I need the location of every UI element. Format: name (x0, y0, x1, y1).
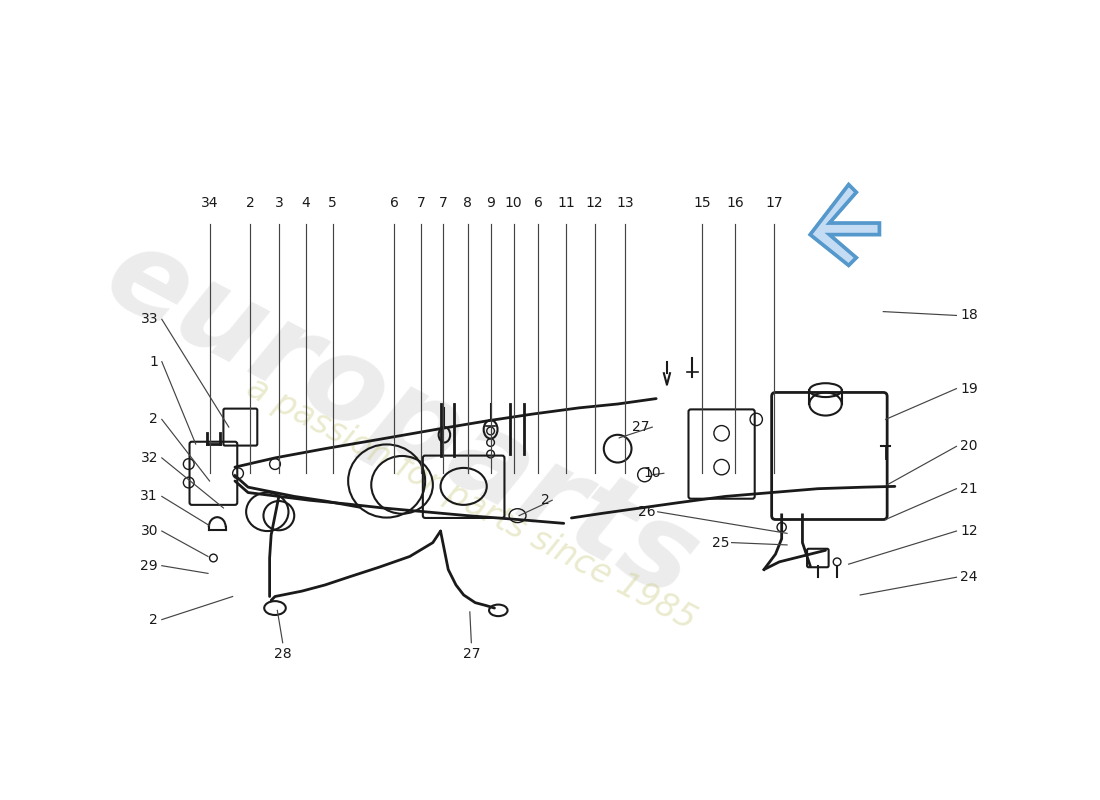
Text: 6: 6 (389, 196, 399, 210)
Text: 1: 1 (150, 354, 158, 369)
Text: 7: 7 (439, 196, 448, 210)
Text: 13: 13 (616, 196, 635, 210)
Text: 17: 17 (766, 196, 783, 210)
Text: 18: 18 (960, 309, 978, 322)
Text: 29: 29 (141, 558, 158, 573)
Text: 12: 12 (960, 524, 978, 538)
Text: 34: 34 (201, 196, 218, 210)
Text: 24: 24 (960, 570, 978, 584)
Text: 7: 7 (417, 196, 426, 210)
Text: 19: 19 (960, 382, 978, 396)
Text: 15: 15 (693, 196, 712, 210)
Text: 8: 8 (463, 196, 472, 210)
Text: 6: 6 (534, 196, 542, 210)
Text: 30: 30 (141, 524, 158, 538)
Text: 10: 10 (644, 466, 661, 480)
Text: 3: 3 (275, 196, 283, 210)
Text: 4: 4 (301, 196, 310, 210)
Text: 27: 27 (463, 646, 480, 661)
Text: 2: 2 (541, 494, 550, 507)
Text: 31: 31 (141, 490, 158, 503)
Text: a passion for parts since 1985: a passion for parts since 1985 (241, 371, 702, 637)
Text: 25: 25 (712, 536, 729, 550)
Text: 10: 10 (505, 196, 522, 210)
Text: 21: 21 (960, 482, 978, 496)
Polygon shape (810, 185, 880, 266)
Text: 27: 27 (632, 420, 650, 434)
Text: 12: 12 (585, 196, 604, 210)
Text: 20: 20 (960, 439, 978, 454)
Text: 2: 2 (246, 196, 255, 210)
Text: europarts: europarts (87, 215, 717, 623)
Text: 9: 9 (486, 196, 495, 210)
Text: 5: 5 (329, 196, 337, 210)
Text: 32: 32 (141, 451, 158, 465)
Text: 2: 2 (150, 613, 158, 626)
Text: 2: 2 (150, 413, 158, 426)
Text: 26: 26 (638, 505, 656, 519)
Text: 11: 11 (558, 196, 575, 210)
Text: 28: 28 (274, 646, 292, 661)
Text: 33: 33 (141, 312, 158, 326)
Text: 16: 16 (727, 196, 745, 210)
